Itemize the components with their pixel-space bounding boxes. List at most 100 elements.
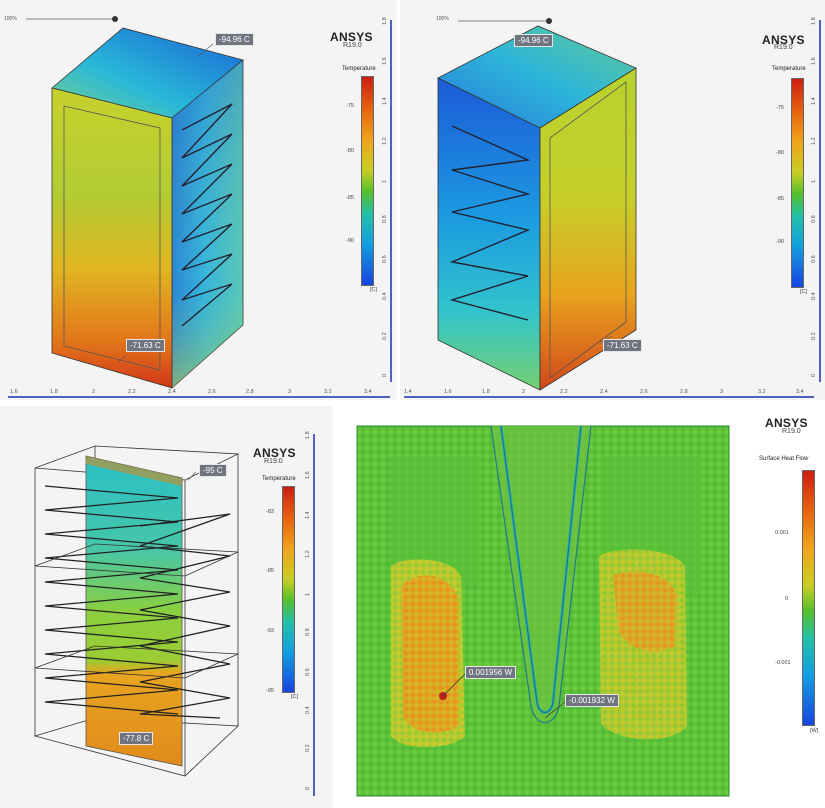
version-label: R19.0 — [774, 44, 793, 51]
legend-title: Surface Heat Flow — [759, 456, 809, 462]
view-panel-bottom-left: ANSYS R19.0 Temperature -83 -85 -93 -95 … — [0, 406, 333, 808]
ruler-tick: 3.4 — [796, 389, 804, 395]
zoom-slider-knob[interactable] — [112, 16, 118, 22]
ruler-tick: 3.2 — [324, 389, 332, 395]
ruler-tick: 1.8 — [50, 389, 58, 395]
legend-tick: -95 — [266, 688, 274, 694]
model-view-1 — [51, 27, 244, 389]
ansys-logo: ANSYS — [765, 416, 808, 430]
max-temp-callout: -94.96 C — [514, 34, 553, 47]
ruler-tick: 3 — [288, 389, 292, 395]
view-panel-bottom-right: ANSYS R19.0 Surface Heat Flow 0.001 0 -0… — [341, 406, 825, 808]
legend-title: Temperature — [342, 66, 376, 72]
horizontal-ruler — [8, 396, 390, 398]
zoom-slider[interactable] — [458, 20, 548, 22]
legend-tick: -90 — [776, 239, 784, 245]
legend-title: Temperature — [772, 66, 806, 72]
legend-unit: [C] — [370, 287, 378, 293]
view-panel-top-left: 100% ANSYS R19.0 Temperature -75 -80 -85… — [0, 0, 397, 400]
legend-tick: -0.001 — [775, 660, 791, 666]
ruler-tick: 0.2 — [382, 332, 388, 340]
vertical-ruler — [313, 434, 315, 796]
ruler-tick: 2.6 — [208, 389, 216, 395]
version-label: R19.0 — [264, 458, 283, 465]
ruler-tick: 1.6 — [305, 471, 311, 479]
min-temp-callout: -71.63 C — [126, 339, 165, 352]
legend-unit: [W] — [810, 728, 819, 734]
ruler-tick: 2.2 — [128, 389, 136, 395]
max-heat-flow-callout: 0.001956 W — [465, 666, 517, 679]
vertical-ruler — [390, 20, 392, 382]
ruler-tick: 0.4 — [382, 292, 388, 300]
ruler-tick: 2 — [522, 389, 526, 395]
vertical-ruler — [819, 20, 821, 382]
ruler-tick: 1.6 — [811, 57, 817, 65]
ruler-tick: 0.2 — [811, 332, 817, 340]
legend-tick: 0.001 — [775, 530, 789, 536]
ruler-tick: 1.8 — [305, 431, 311, 439]
ruler-tick: 0.2 — [305, 744, 311, 752]
ruler-tick: 1.8 — [382, 17, 388, 25]
legend-tick: 0 — [785, 596, 789, 602]
ruler-tick: 2.8 — [680, 389, 688, 395]
ansys-logo: ANSYS — [762, 33, 805, 47]
min-temp-callout: -71.63 C — [603, 339, 642, 352]
legend-tick: -90 — [346, 238, 354, 244]
heat-flow-view — [356, 425, 730, 797]
ruler-tick: 0.4 — [811, 292, 817, 300]
ruler-tick: 3 — [720, 389, 724, 395]
ruler-tick: 1 — [811, 179, 817, 183]
max-temp-callout: -95 C — [199, 464, 227, 477]
ruler-tick: 1.8 — [811, 17, 817, 25]
color-legend-bar — [282, 486, 295, 693]
ruler-tick: 0.6 — [811, 255, 817, 263]
zoom-slider-knob[interactable] — [546, 18, 552, 24]
version-label: R19.0 — [343, 42, 362, 49]
model-view-2 — [437, 25, 637, 391]
ruler-tick: 2.4 — [168, 389, 176, 395]
ruler-tick: 1.2 — [382, 137, 388, 145]
ruler-tick: 1 — [305, 592, 311, 596]
version-label: R19.0 — [782, 428, 801, 435]
ruler-tick: 1.4 — [811, 97, 817, 105]
color-legend-bar — [791, 78, 804, 288]
min-temp-callout: -77.8 C — [119, 732, 154, 745]
ruler-tick: 0 — [382, 373, 388, 377]
legend-tick: -85 — [776, 196, 784, 202]
ruler-tick: 2.8 — [246, 389, 254, 395]
ruler-tick: 1.4 — [305, 511, 311, 519]
ruler-tick: 1.6 — [444, 389, 452, 395]
ruler-tick: 1.4 — [404, 389, 412, 395]
color-legend-bar — [802, 470, 815, 726]
ruler-tick: 1 — [382, 179, 388, 183]
ruler-tick: 0.8 — [811, 215, 817, 223]
zoom-label: 100% — [4, 16, 17, 22]
legend-unit: [C] — [291, 694, 299, 700]
zoom-label: 100% — [436, 16, 449, 22]
min-heat-flow-callout: -0.001932 W — [565, 694, 619, 707]
legend-tick: -75 — [346, 103, 354, 109]
ruler-tick: 3.4 — [364, 389, 372, 395]
legend-tick: -80 — [776, 150, 784, 156]
ruler-tick: 1.2 — [305, 550, 311, 558]
ruler-tick: 0.6 — [305, 668, 311, 676]
legend-title: Temperature — [262, 476, 296, 482]
ruler-tick: 1.6 — [10, 389, 18, 395]
ansys-logo: ANSYS — [330, 30, 373, 44]
legend-tick: -85 — [346, 195, 354, 201]
ruler-tick: 1.8 — [482, 389, 490, 395]
ruler-tick: 0 — [811, 373, 817, 377]
ruler-tick: 0.4 — [305, 706, 311, 714]
ruler-tick: 1.4 — [382, 97, 388, 105]
zoom-slider[interactable] — [26, 18, 116, 20]
color-legend-bar — [361, 76, 374, 286]
ruler-tick: 2 — [92, 389, 96, 395]
legend-tick: -75 — [776, 105, 784, 111]
view-panel-top-right: 100% ANSYS R19.0 Temperature -75 -80 -85… — [400, 0, 825, 400]
ruler-tick: 1.6 — [382, 57, 388, 65]
ruler-tick: 0.6 — [382, 255, 388, 263]
ruler-tick: 1.2 — [811, 137, 817, 145]
legend-unit: [C] — [800, 289, 808, 295]
ruler-tick: 0.8 — [382, 215, 388, 223]
max-temp-callout: -94.96 C — [215, 33, 254, 46]
